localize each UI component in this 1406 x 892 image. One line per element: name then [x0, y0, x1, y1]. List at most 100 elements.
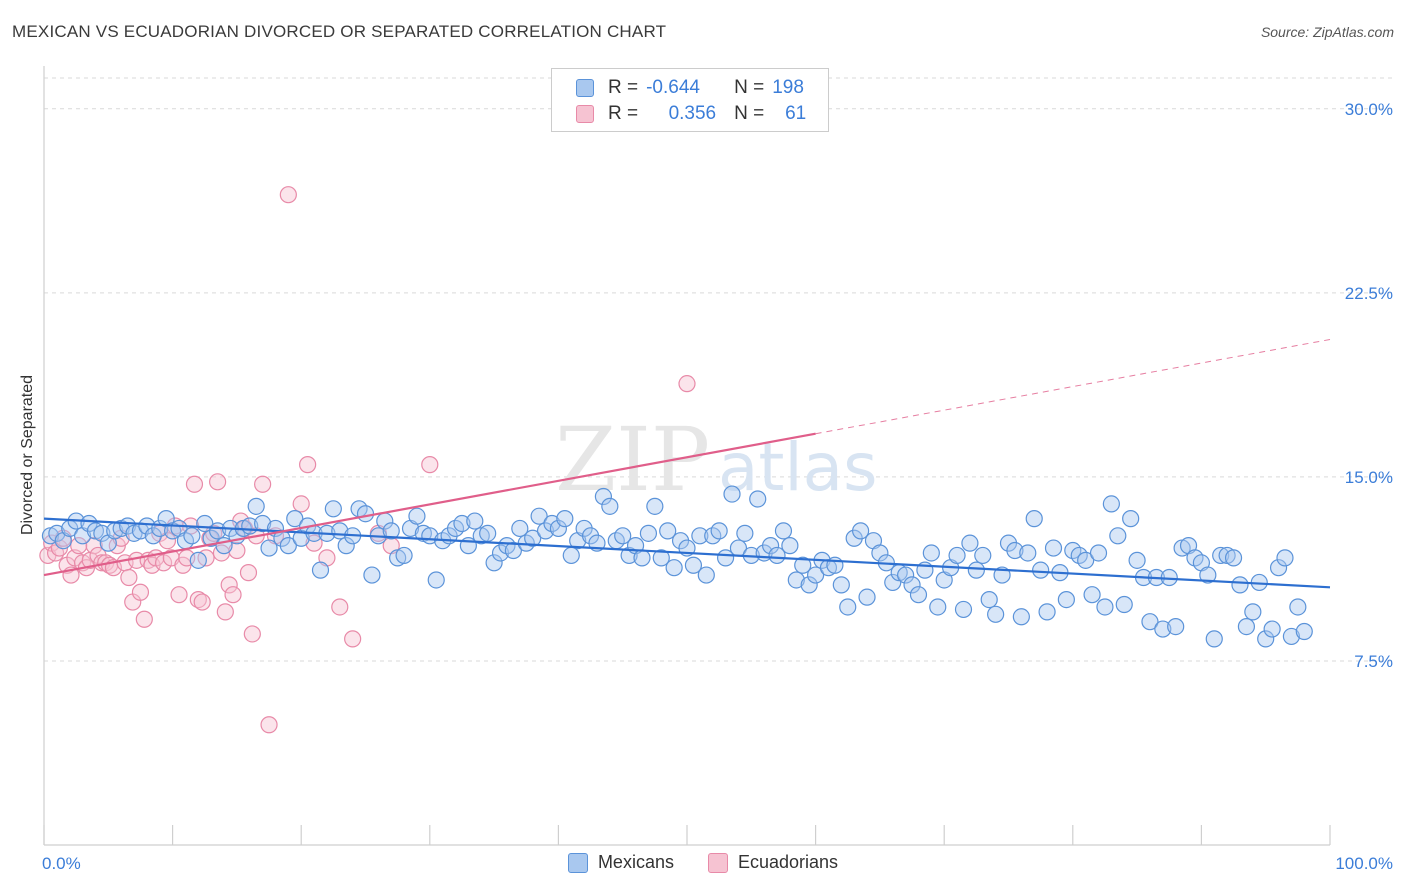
mexican-point	[781, 537, 799, 555]
ecuadorian-point	[305, 534, 323, 552]
ecuadorian-point	[224, 586, 242, 604]
mexican-point	[260, 539, 278, 557]
mexican-point	[967, 561, 985, 579]
mexican-point	[1012, 608, 1030, 626]
mexican-point	[1109, 527, 1127, 545]
series-legend: Mexicans Ecuadorians	[0, 852, 1406, 873]
watermark: ZIP atlas	[555, 408, 878, 511]
mexican-point	[684, 556, 703, 574]
mexican-point	[1077, 551, 1095, 569]
watermark-atlas: atlas	[718, 429, 878, 506]
mexican-point	[1257, 630, 1275, 648]
blue-swatch	[567, 852, 588, 873]
mexican-point	[556, 510, 574, 528]
r-label: R =	[608, 77, 639, 98]
mexican-point	[382, 522, 400, 540]
mexicans-points	[41, 485, 1313, 648]
r-value: 0.356	[668, 103, 717, 124]
ecuadorian-point	[216, 603, 234, 621]
x-tick-label: 0.0%	[42, 854, 81, 873]
mexican-point	[427, 571, 445, 589]
mexican-point	[601, 497, 619, 515]
source-label: Source: ZipAtlas.com	[1260, 24, 1394, 40]
ecuadorian-point	[678, 375, 696, 393]
ecuadorian-point	[120, 568, 138, 587]
mexican-point	[562, 546, 580, 565]
mexican-point	[1128, 551, 1146, 569]
mexican-point	[1295, 622, 1313, 641]
mexican-point	[929, 598, 947, 616]
stats-legend: R = -0.644 N = 198 R = 0.356 N = 61	[551, 68, 829, 132]
mexican-point	[356, 505, 375, 523]
mexican-point	[749, 490, 767, 508]
mexican-point	[93, 524, 111, 542]
mexican-point	[311, 561, 330, 579]
mexican-point	[954, 600, 973, 619]
ecuadorian-point	[209, 473, 227, 491]
mexican-point	[1224, 549, 1243, 567]
ecuadorian-point	[193, 593, 211, 611]
mexican-point	[620, 546, 638, 565]
n-value: 61	[785, 103, 807, 124]
mexican-point	[1276, 549, 1294, 567]
mexican-point	[524, 529, 542, 547]
mexican-point	[1122, 510, 1140, 528]
mexican-point	[723, 485, 741, 503]
mexican-point	[1115, 595, 1133, 614]
ecuadorian-point	[421, 456, 439, 474]
mexican-point	[138, 517, 156, 535]
x-tick-label: 100.0%	[1335, 854, 1393, 873]
mexican-point	[659, 522, 677, 540]
legend-item-mexicans: Mexicans	[567, 852, 674, 873]
mexican-point	[286, 510, 304, 528]
mexican-point	[1244, 603, 1262, 621]
mexican-point	[974, 546, 992, 565]
mexican-point	[549, 519, 568, 538]
mexican-point	[254, 514, 272, 533]
mexican-point	[189, 551, 207, 569]
tick-labels: 7.5% 15.0% 22.5% 30.0% 0.0% 100.0%	[42, 100, 1393, 873]
mexican-point	[774, 522, 793, 540]
y-tick-label: 22.5%	[1345, 284, 1393, 303]
ecuadorians-trend-line	[43, 432, 816, 577]
legend-row-mexicans: R = -0.644 N = 198	[576, 77, 804, 99]
mexican-point	[697, 566, 715, 584]
trend-lines	[43, 338, 1331, 589]
mexican-point	[1032, 561, 1050, 579]
y-tick-label: 15.0%	[1345, 468, 1393, 487]
mexican-point	[794, 556, 812, 574]
mexican-point	[183, 527, 201, 545]
mexican-point	[987, 605, 1005, 623]
mexican-point	[858, 588, 876, 606]
mexican-point	[1083, 586, 1101, 604]
mexican-point	[652, 549, 670, 567]
mexican-point	[504, 541, 522, 560]
y-tick-label: 7.5%	[1354, 652, 1393, 671]
mexican-point	[1231, 576, 1249, 594]
ecuadorian-point	[239, 564, 258, 582]
mexican-point	[1057, 591, 1075, 609]
ecuadorians-trend-extension	[815, 338, 1331, 435]
ecuadorian-point	[220, 576, 238, 594]
ecuadorian-point	[260, 716, 278, 734]
mexican-point	[1154, 620, 1172, 638]
mexican-point	[897, 566, 915, 584]
mexican-point	[408, 507, 426, 525]
watermark-zip: ZIP	[555, 408, 710, 511]
blue-swatch	[576, 79, 594, 97]
mexican-point	[324, 500, 342, 518]
mexican-point	[485, 554, 503, 572]
mexican-point	[665, 559, 683, 577]
ecuadorian-point	[170, 586, 188, 604]
legend-row-ecuadorians: R = 0.356 N = 61	[576, 103, 806, 125]
mexican-point	[1199, 566, 1217, 584]
mexican-point	[1019, 544, 1037, 562]
mexican-point	[1263, 620, 1281, 638]
pink-swatch	[576, 105, 594, 123]
mexican-point	[832, 576, 850, 594]
mexican-point	[691, 527, 709, 545]
n-label: N =	[734, 77, 765, 98]
mexican-point	[1089, 544, 1108, 562]
mexican-point	[871, 544, 889, 562]
